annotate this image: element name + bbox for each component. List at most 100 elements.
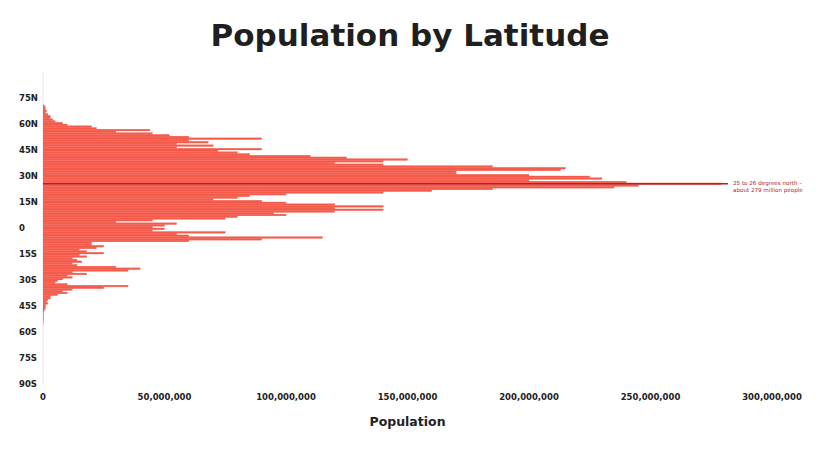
bar bbox=[43, 297, 50, 299]
y-tick-label: 60N bbox=[19, 119, 38, 129]
bar bbox=[43, 296, 50, 298]
bar bbox=[43, 273, 87, 275]
bar bbox=[43, 299, 48, 301]
bar bbox=[43, 252, 104, 254]
bar bbox=[43, 160, 383, 162]
bar bbox=[43, 153, 250, 155]
bar bbox=[43, 199, 213, 201]
bar bbox=[43, 119, 53, 121]
bar bbox=[43, 309, 44, 311]
bar bbox=[43, 127, 96, 129]
bar bbox=[43, 268, 140, 270]
bar bbox=[43, 138, 262, 140]
bar bbox=[43, 240, 189, 242]
bar bbox=[43, 197, 237, 199]
bar bbox=[43, 121, 55, 123]
y-tick-label: 75N bbox=[19, 93, 38, 103]
bar bbox=[43, 316, 44, 318]
x-tick bbox=[164, 387, 165, 389]
bar bbox=[43, 112, 45, 114]
y-tick bbox=[40, 332, 43, 333]
y-tick-label: 30S bbox=[19, 275, 37, 285]
bar bbox=[43, 192, 383, 194]
bar bbox=[43, 282, 55, 284]
bar bbox=[43, 254, 79, 256]
y-tick-label: 60S bbox=[19, 327, 37, 337]
bar bbox=[43, 126, 92, 128]
bar bbox=[43, 181, 626, 183]
bar bbox=[43, 238, 262, 240]
x-tick-label: 250,000,000 bbox=[621, 392, 681, 402]
bar bbox=[43, 320, 44, 322]
bar bbox=[43, 235, 189, 237]
bar bbox=[43, 303, 48, 305]
bar bbox=[43, 148, 262, 150]
bar bbox=[43, 124, 67, 126]
bar bbox=[43, 107, 45, 109]
bar bbox=[43, 105, 44, 107]
bar bbox=[43, 308, 45, 310]
bar bbox=[43, 115, 50, 117]
bar bbox=[43, 209, 383, 211]
y-tick-label: 0 bbox=[19, 223, 25, 233]
bar bbox=[43, 294, 58, 296]
bar bbox=[43, 261, 82, 263]
annotation-line bbox=[43, 183, 728, 185]
x-tick-label: 300,000,000 bbox=[742, 392, 802, 402]
bar bbox=[43, 152, 237, 154]
bar bbox=[43, 290, 62, 292]
y-tick-label: 75S bbox=[19, 353, 37, 363]
y-tick bbox=[40, 124, 43, 125]
bar bbox=[43, 162, 335, 164]
bar bbox=[43, 223, 177, 225]
x-tick bbox=[529, 387, 530, 389]
bar bbox=[43, 176, 590, 178]
bar bbox=[43, 200, 262, 202]
bar bbox=[43, 157, 347, 159]
bar bbox=[43, 150, 218, 152]
bar bbox=[43, 141, 208, 143]
x-tick bbox=[286, 387, 287, 389]
bar bbox=[43, 195, 250, 197]
x-tick-label: 0 bbox=[40, 392, 46, 402]
bar bbox=[43, 256, 87, 258]
bar bbox=[43, 216, 237, 218]
y-tick-label: 15S bbox=[19, 249, 37, 259]
x-tick bbox=[772, 387, 773, 389]
bar bbox=[43, 131, 116, 133]
bar bbox=[43, 257, 72, 259]
y-tick bbox=[40, 150, 43, 151]
bar bbox=[43, 166, 493, 168]
bar bbox=[43, 169, 561, 171]
bar bbox=[43, 285, 128, 287]
annotation-text: 25 to 26 degrees north –about 279 millio… bbox=[733, 180, 803, 194]
bar bbox=[43, 266, 116, 268]
bar bbox=[43, 173, 456, 175]
bar bbox=[43, 186, 614, 188]
bar bbox=[43, 205, 383, 207]
bars bbox=[43, 105, 721, 325]
bar bbox=[43, 211, 335, 213]
bar bbox=[43, 134, 169, 136]
bar bbox=[43, 207, 335, 209]
bar bbox=[43, 190, 432, 192]
bar bbox=[43, 278, 62, 280]
bar bbox=[43, 231, 225, 233]
bar bbox=[43, 171, 456, 173]
bar bbox=[43, 270, 128, 272]
y-tick-label: 30N bbox=[19, 171, 38, 181]
bar bbox=[43, 228, 165, 230]
x-tick-label: 200,000,000 bbox=[499, 392, 559, 402]
bar bbox=[43, 167, 565, 169]
bar bbox=[43, 212, 274, 214]
bar bbox=[43, 230, 152, 232]
bar bbox=[43, 110, 47, 112]
bar bbox=[43, 221, 116, 223]
bar bbox=[43, 251, 87, 253]
bar bbox=[43, 188, 493, 190]
bar bbox=[43, 247, 96, 249]
x-tick-label: 100,000,000 bbox=[256, 392, 316, 402]
bar bbox=[43, 133, 152, 135]
bar bbox=[43, 108, 45, 110]
y-tick bbox=[40, 254, 43, 255]
